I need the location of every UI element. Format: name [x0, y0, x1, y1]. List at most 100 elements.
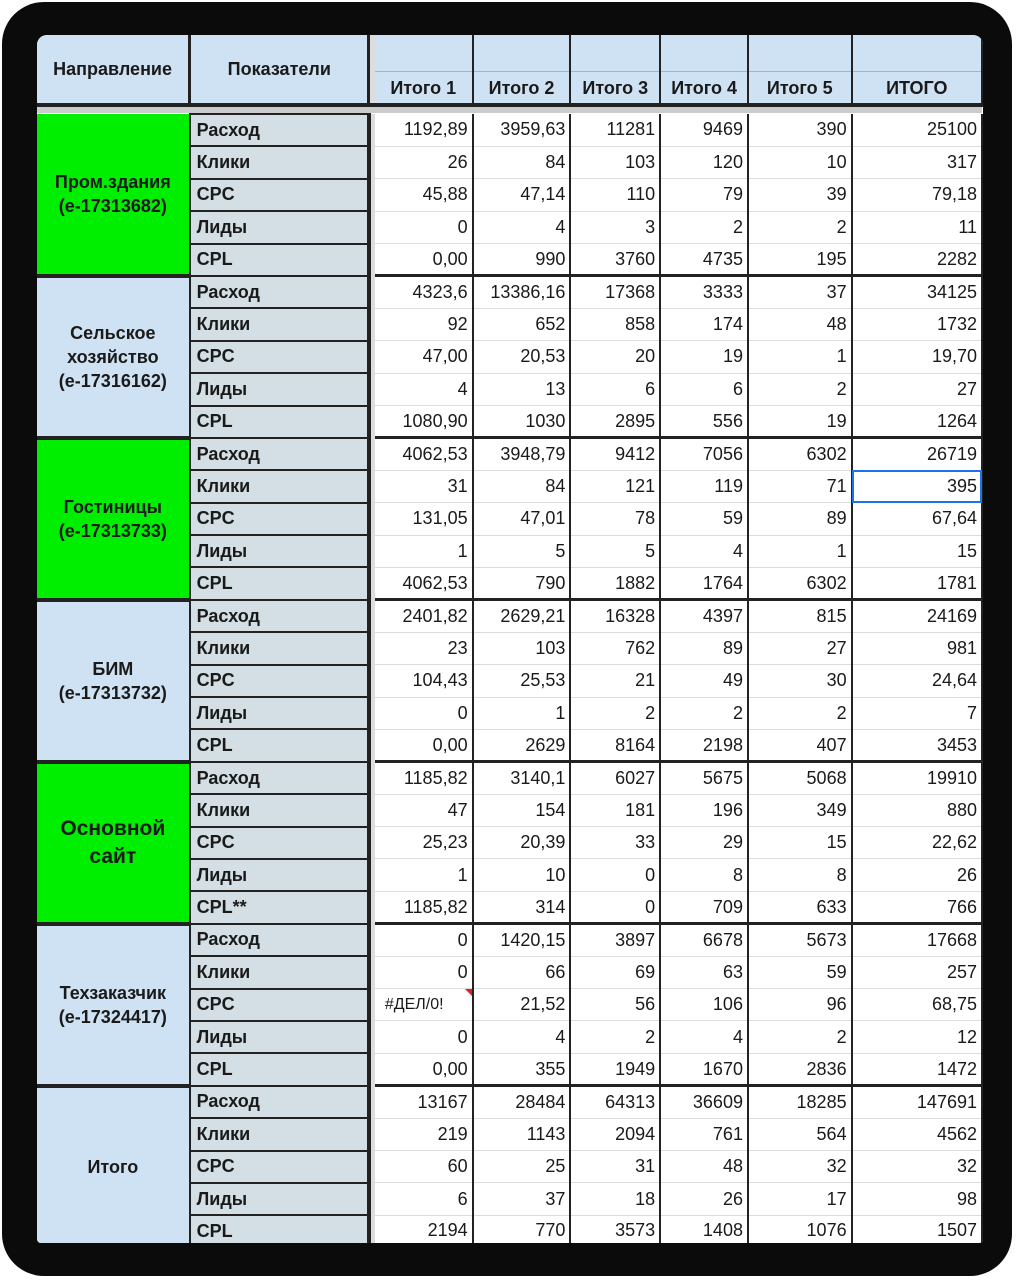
value-cell[interactable]: 564 [747, 1118, 853, 1152]
value-cell[interactable]: 96 [747, 988, 853, 1022]
value-cell[interactable]: 32 [851, 1150, 983, 1184]
value-cell[interactable]: 7056 [660, 437, 749, 471]
value-cell[interactable]: 17368 [570, 275, 662, 309]
value-cell[interactable]: 28484 [472, 1085, 572, 1119]
value-cell[interactable]: 1264 [851, 405, 983, 440]
value-cell[interactable]: 3959,63 [472, 114, 572, 147]
value-cell[interactable]: 67,64 [851, 502, 983, 536]
value-cell[interactable]: 2 [747, 211, 853, 245]
value-cell[interactable]: 26 [374, 146, 474, 180]
value-cell[interactable]: 89 [747, 502, 853, 536]
value-cell[interactable]: 25,53 [472, 664, 572, 698]
value-cell[interactable]: 45,88 [374, 178, 474, 212]
indicator-cell[interactable]: CPL [189, 242, 371, 277]
value-cell[interactable]: 11281 [570, 114, 662, 147]
header-total-1[interactable]: Итого 1 [374, 35, 474, 107]
value-cell[interactable]: 59 [660, 502, 749, 536]
indicator-cell[interactable]: Расход [189, 598, 371, 634]
value-cell[interactable]: 24169 [851, 599, 983, 633]
value-cell[interactable]: 18285 [747, 1085, 853, 1119]
indicator-cell[interactable]: CPL [189, 1052, 371, 1087]
value-cell[interactable]: 1076 [747, 1215, 853, 1243]
value-cell[interactable]: 1185,82 [374, 761, 474, 795]
value-cell[interactable]: 49 [660, 664, 749, 698]
value-cell[interactable]: 1949 [570, 1053, 662, 1088]
value-cell[interactable]: #ДЕЛ/0! [374, 988, 474, 1022]
value-cell[interactable]: 5673 [747, 923, 853, 957]
indicator-cell[interactable]: Расход [189, 436, 371, 472]
direction-cell[interactable]: Гостиницы (e-17313733) [37, 437, 191, 602]
value-cell[interactable]: 6 [570, 373, 662, 407]
value-cell[interactable]: 84 [472, 146, 572, 180]
value-cell[interactable]: 174 [660, 308, 749, 342]
indicator-cell[interactable]: Расход [189, 1084, 371, 1120]
indicator-cell[interactable]: CPC [189, 663, 371, 699]
value-cell[interactable]: 68,75 [851, 988, 983, 1022]
value-cell[interactable]: 4 [472, 1020, 572, 1054]
value-cell[interactable]: 762 [570, 632, 662, 666]
value-cell[interactable]: 4562 [851, 1118, 983, 1152]
value-cell[interactable]: 407 [747, 729, 853, 764]
value-cell[interactable]: 770 [472, 1215, 572, 1243]
value-cell[interactable]: 880 [851, 794, 983, 828]
value-cell[interactable]: 195 [747, 243, 853, 278]
value-cell[interactable]: 36609 [660, 1085, 749, 1119]
value-cell[interactable]: 39 [747, 178, 853, 212]
value-cell[interactable]: 790 [472, 567, 572, 602]
value-cell[interactable]: 26 [851, 858, 983, 892]
value-cell[interactable]: 17 [747, 1182, 853, 1216]
value-cell[interactable]: 25100 [851, 114, 983, 147]
value-cell[interactable]: 0,00 [374, 1053, 474, 1088]
value-cell[interactable]: 1670 [660, 1053, 749, 1088]
value-cell[interactable]: 2401,82 [374, 599, 474, 633]
value-cell[interactable]: 60 [374, 1150, 474, 1184]
value-cell[interactable]: 2198 [660, 729, 749, 764]
value-cell[interactable]: 4323,6 [374, 275, 474, 309]
value-cell[interactable]: 12 [851, 1020, 983, 1054]
value-cell[interactable]: 26 [660, 1182, 749, 1216]
value-cell[interactable]: 79,18 [851, 178, 983, 212]
value-cell[interactable]: 1507 [851, 1215, 983, 1243]
indicator-cell[interactable]: Расход [189, 112, 371, 148]
value-cell[interactable]: 47,14 [472, 178, 572, 212]
direction-cell[interactable]: БИМ (e-17313732) [37, 599, 191, 764]
value-cell[interactable]: 5675 [660, 761, 749, 795]
value-cell[interactable]: 27 [851, 373, 983, 407]
value-cell[interactable]: 78 [570, 502, 662, 536]
value-cell[interactable]: 652 [472, 308, 572, 342]
value-cell[interactable]: 6302 [747, 567, 853, 602]
value-cell[interactable]: 103 [570, 146, 662, 180]
value-cell[interactable]: 106 [660, 988, 749, 1022]
value-cell[interactable]: 0 [374, 956, 474, 990]
value-cell[interactable]: 21 [570, 664, 662, 698]
value-cell[interactable]: 1420,15 [472, 923, 572, 957]
value-cell[interactable]: 19 [660, 340, 749, 374]
header-direction[interactable]: Направление [37, 35, 192, 107]
value-cell[interactable]: 3333 [660, 275, 749, 309]
value-cell[interactable]: 1 [374, 535, 474, 568]
value-cell[interactable]: 317 [851, 146, 983, 180]
value-cell[interactable]: 2094 [570, 1118, 662, 1152]
value-cell[interactable]: 390 [747, 114, 853, 147]
value-cell[interactable]: 18 [570, 1182, 662, 1216]
value-cell[interactable]: 3140,1 [472, 761, 572, 795]
value-cell[interactable]: 2895 [570, 405, 662, 440]
value-cell[interactable]: 1882 [570, 567, 662, 602]
header-indicators[interactable]: Показатели [189, 35, 371, 107]
indicator-cell[interactable]: CPC [189, 339, 371, 375]
value-cell[interactable]: 20,39 [472, 826, 572, 860]
value-cell[interactable]: 22,62 [851, 826, 983, 860]
indicator-cell[interactable]: Клики [189, 307, 371, 342]
value-cell[interactable]: 4062,53 [374, 437, 474, 471]
value-cell[interactable]: 120 [660, 146, 749, 180]
value-cell[interactable]: 79 [660, 178, 749, 212]
value-cell[interactable]: 30 [747, 664, 853, 698]
value-cell[interactable]: 1192,89 [374, 114, 474, 147]
value-cell[interactable]: 13 [472, 373, 572, 407]
value-cell[interactable]: 766 [851, 891, 983, 926]
header-total-5[interactable]: Итого 5 [747, 35, 853, 107]
value-cell[interactable]: 20 [570, 340, 662, 374]
value-cell[interactable]: 2 [570, 1020, 662, 1054]
value-cell[interactable]: 0 [570, 858, 662, 892]
value-cell[interactable]: 16328 [570, 599, 662, 633]
